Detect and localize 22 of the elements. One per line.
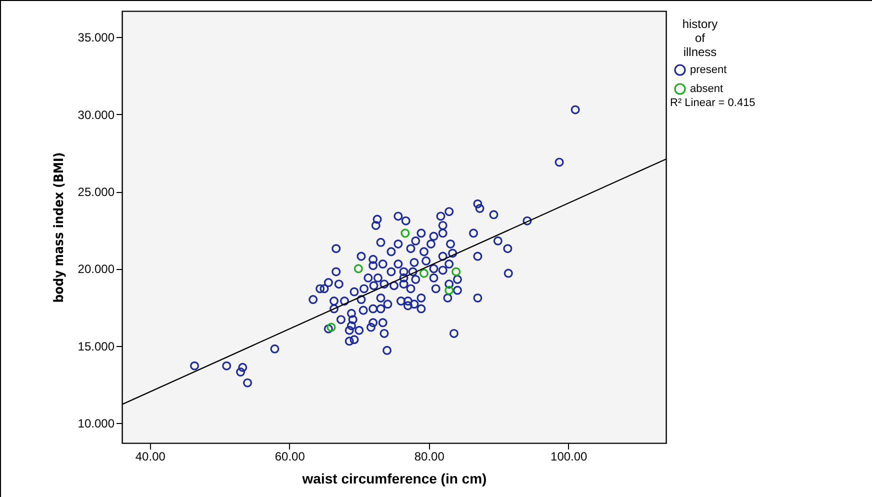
legend-label: present	[690, 64, 727, 76]
x-tick-label: 40.00	[135, 450, 166, 464]
y-axis-title: body mass index (BMI)	[52, 152, 67, 303]
x-axis-title: waist circumference (in cm)	[301, 470, 487, 486]
point	[400, 228, 410, 238]
y-tick-label: 30.000	[78, 108, 115, 122]
text: R² Linear = 0.415	[670, 97, 756, 109]
point	[444, 286, 454, 295]
point	[326, 322, 336, 332]
x-tick-label: 60.00	[274, 450, 306, 464]
x-tick-label: 80.00	[414, 450, 445, 464]
y-tick-label: 20.000	[78, 262, 115, 276]
point	[354, 264, 363, 274]
legend-label: absent	[690, 83, 724, 95]
legend-title: history of illness	[682, 17, 718, 59]
y-tick-label: 15.000	[78, 339, 115, 354]
y-tick-label: 35.000	[78, 30, 115, 45]
point	[419, 268, 428, 278]
y-tick-label: 10.000	[78, 416, 115, 430]
y-tick-label: 25.000	[78, 185, 115, 200]
x-tick-label: 100.00	[550, 450, 588, 464]
point	[452, 267, 461, 276]
